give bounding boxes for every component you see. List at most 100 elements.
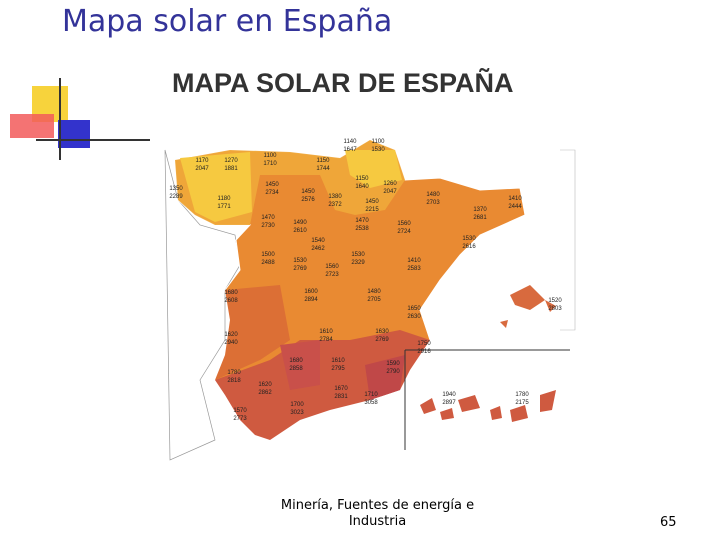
slide-title: Mapa solar en España (62, 4, 393, 39)
region-value: 1780 (515, 392, 529, 398)
region-value: 2769 (375, 337, 389, 343)
region-value: 1620 (258, 382, 272, 388)
region-value: 1180 (218, 196, 232, 202)
region-value: 2894 (304, 297, 318, 303)
region-value: 2444 (508, 204, 522, 210)
region-value: 1470 (355, 218, 369, 224)
region-value: 1647 (343, 147, 357, 153)
region-value: 2734 (265, 190, 279, 196)
region-value: 2610 (293, 228, 307, 234)
region-value: 1600 (304, 289, 318, 295)
region-value: 1560 (397, 221, 411, 227)
region-value: 1150 (317, 158, 331, 164)
region-value: 2616 (462, 244, 476, 250)
region-value: 1450 (265, 182, 279, 188)
map-shapes (164, 139, 576, 461)
region-value: 2583 (407, 266, 421, 272)
region-value: 1530 (371, 147, 385, 153)
region-value: 3058 (364, 400, 378, 406)
region-value: 1490 (293, 220, 307, 226)
region-value: 1680 (289, 358, 303, 364)
region-value: 1940 (442, 392, 456, 398)
region-value: 1780 (227, 370, 241, 376)
region-value: 2576 (301, 197, 315, 203)
region-value: 1170 (196, 158, 210, 164)
region-value: 1670 (334, 386, 348, 392)
region-value: 1140 (344, 139, 358, 145)
region-value: 2831 (334, 394, 348, 400)
region-value: 1620 (224, 332, 238, 338)
region-value: 1100 (264, 153, 278, 159)
decoration (10, 78, 150, 160)
region-value: 2730 (261, 223, 275, 229)
region-value: 1530 (293, 258, 307, 264)
region-value: 1480 (426, 192, 440, 198)
region-value: 2630 (407, 314, 421, 320)
region-value: 1410 (407, 258, 421, 264)
region-value: 2681 (473, 215, 487, 221)
region-value: 1540 (311, 238, 325, 244)
region-value: 1530 (351, 252, 365, 258)
region-value: 2462 (311, 246, 325, 252)
region-value: 3023 (290, 410, 304, 416)
region-value: 2289 (169, 194, 183, 200)
region-value: 1450 (301, 189, 315, 195)
region-value: 2916 (417, 349, 431, 355)
region-value: 1410 (508, 196, 522, 202)
region-value: 1881 (224, 166, 238, 172)
region-value: 1710 (263, 161, 277, 167)
region-value: 1270 (224, 158, 238, 164)
region-value: 1470 (261, 215, 275, 221)
region-value: 1710 (364, 392, 378, 398)
map-title: MAPA SOLAR DE ESPAÑA (172, 67, 514, 98)
region-value: 2940 (224, 340, 238, 346)
footer: Minería, Fuentes de energía e Industria (280, 498, 475, 529)
region-value: 1350 (169, 186, 183, 192)
region-value: 1590 (386, 361, 400, 367)
region-value: 1380 (328, 194, 342, 200)
region-value: 2047 (195, 166, 209, 172)
region-value: 1570 (233, 408, 247, 414)
region-value: 2790 (386, 369, 400, 375)
region-value: 2818 (227, 378, 241, 384)
region-value: 1150 (356, 176, 370, 182)
region-value: 1480 (367, 289, 381, 295)
region-value: 1610 (331, 358, 345, 364)
region-value: 2047 (383, 189, 397, 195)
region-value: 2769 (293, 266, 307, 272)
region-value: 1630 (375, 329, 389, 335)
region-value: 1500 (261, 252, 275, 258)
region-value: 2538 (355, 226, 369, 232)
region-value: 2795 (331, 366, 345, 372)
region-value: 2784 (319, 337, 333, 343)
region-value: 1680 (224, 290, 238, 296)
region-value: 2175 (515, 400, 529, 406)
region-value: 1750 (417, 341, 431, 347)
region-value: 1530 (462, 236, 476, 242)
region-value: 1771 (217, 204, 231, 210)
region-value: 2705 (367, 297, 381, 303)
region-value: 1100 (372, 139, 386, 145)
region-value: 2858 (289, 366, 303, 372)
region-value: 1520 (548, 298, 562, 304)
region-value: 1260 (383, 181, 397, 187)
region-value: 1700 (290, 402, 304, 408)
region-value: 1610 (319, 329, 333, 335)
region-value: 1370 (473, 207, 487, 213)
region-value: 1560 (325, 264, 339, 270)
region-value: 2488 (261, 260, 275, 266)
region-value: 1744 (316, 166, 330, 172)
region-value: 2372 (328, 202, 342, 208)
region-value: 2897 (442, 400, 456, 406)
region-value: 2723 (325, 272, 339, 278)
region-value: 2803 (548, 306, 562, 312)
region-value: 1640 (355, 184, 369, 190)
page-number: 65 (660, 515, 677, 530)
region-value: 2608 (224, 298, 238, 304)
region-value: 2862 (258, 390, 272, 396)
region-value: 2703 (426, 200, 440, 206)
region-value: 2215 (365, 207, 379, 213)
region-value: 2329 (351, 260, 365, 266)
